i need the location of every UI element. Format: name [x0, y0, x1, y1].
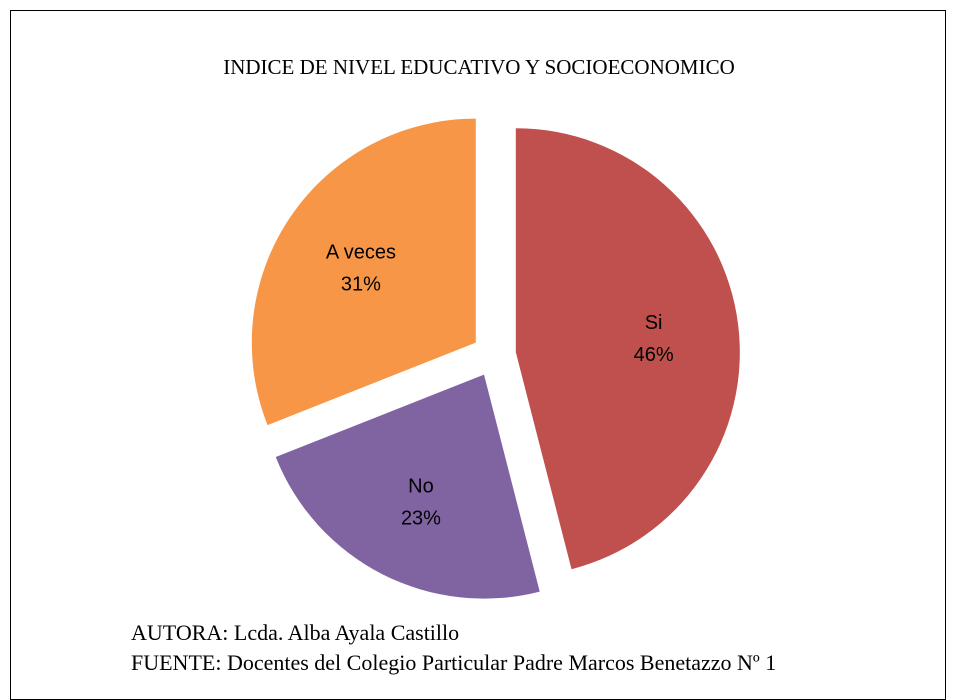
chart-title: INDICE DE NIVEL EDUCATIVO Y SOCIOECONOMI… — [223, 55, 735, 79]
pie-slices — [251, 118, 740, 599]
slice-label-a-veces: A veces 31% — [326, 242, 396, 296]
source-note: FUENTE: Docentes del Colegio Particular … — [131, 650, 777, 675]
author-note: AUTORA: Lcda. Alba Ayala Castillo — [131, 620, 460, 645]
pie-slice-si — [515, 128, 740, 570]
slice-label-si: Si 46% — [634, 312, 674, 366]
pie-slice-a-veces — [251, 118, 476, 426]
pie-slice-no — [275, 374, 540, 599]
pie-labels: Si 46% No 23% A veces 31% — [326, 242, 674, 530]
slice-label-no: No 23% — [401, 475, 441, 529]
